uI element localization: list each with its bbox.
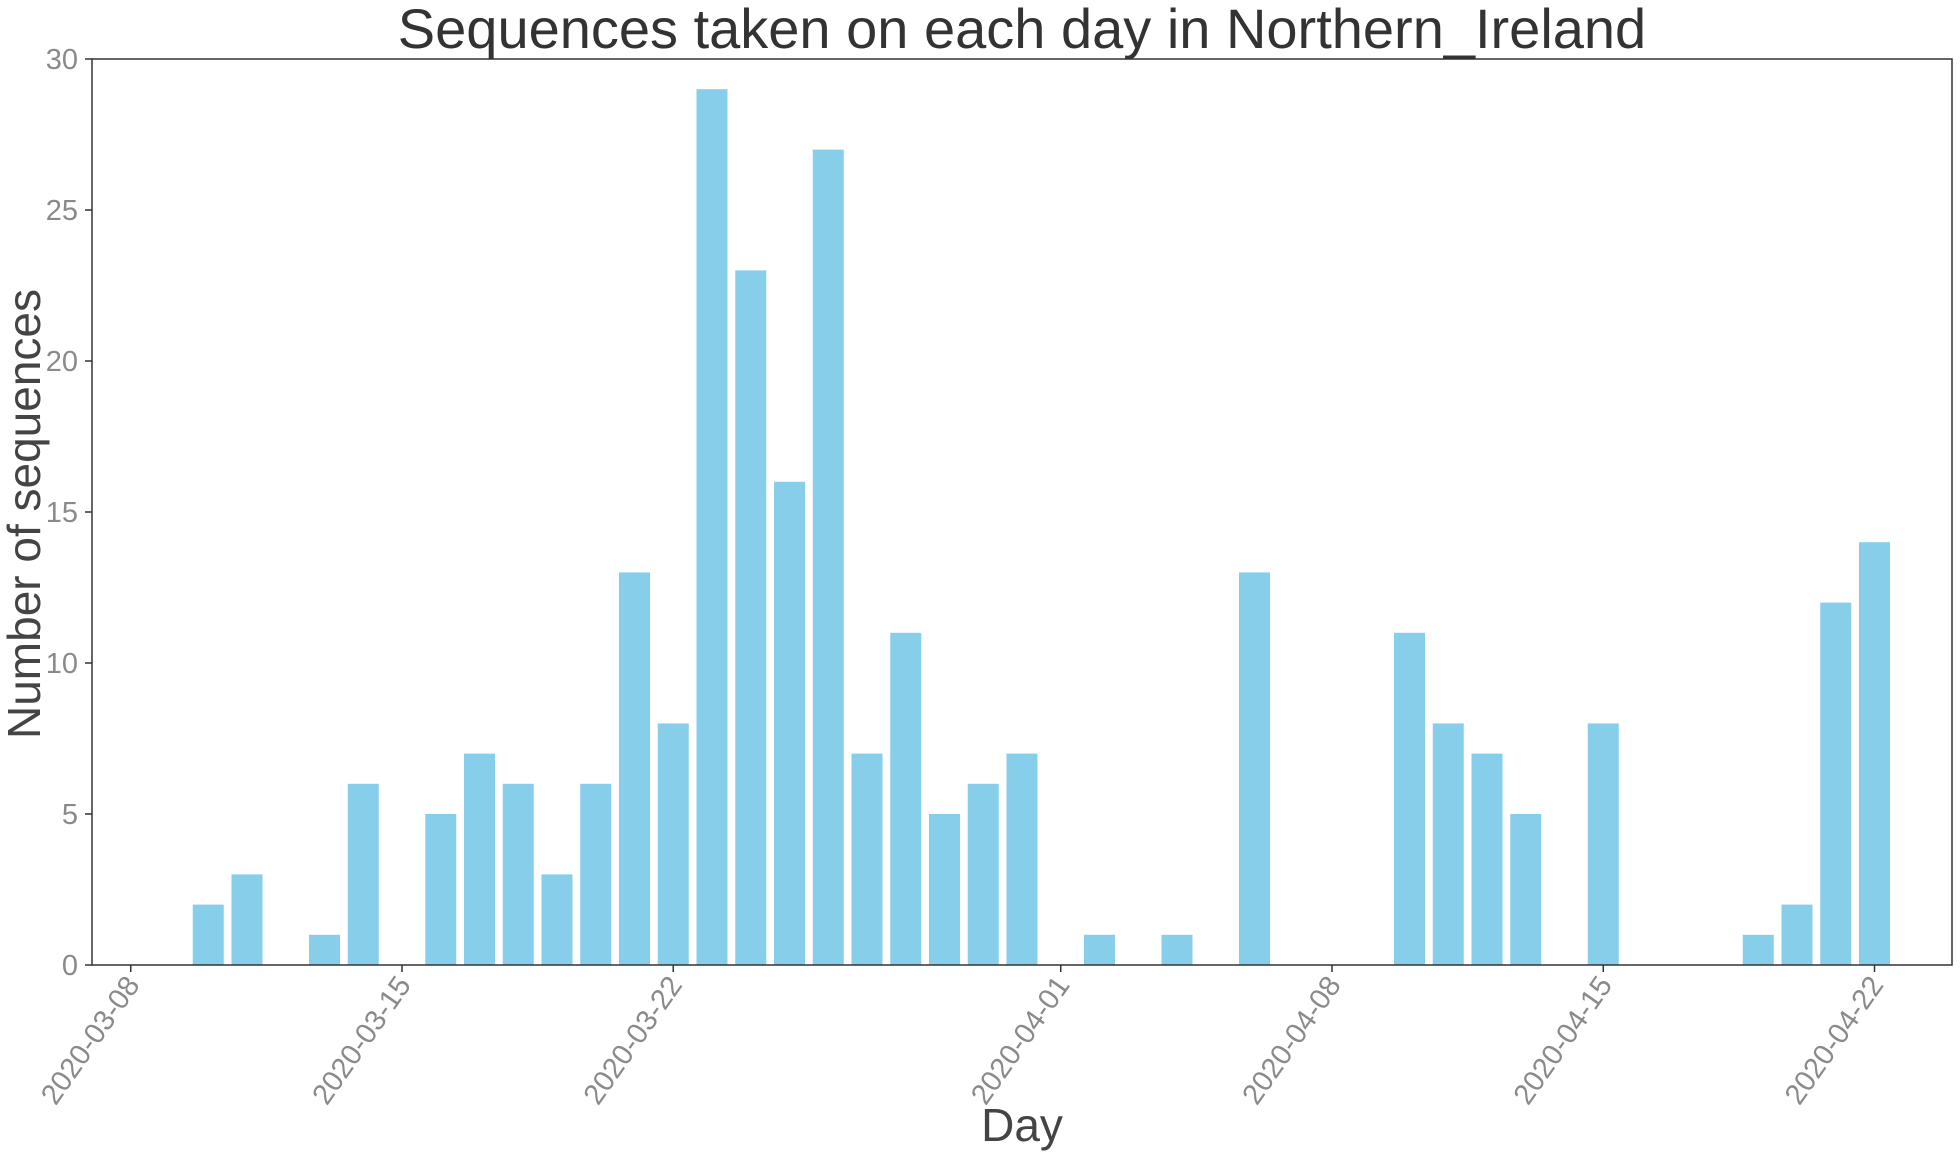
bar-2020-03-11 <box>231 874 263 965</box>
y-tick-label: 20 <box>46 346 78 378</box>
bar-2020-04-06 <box>1239 572 1270 965</box>
bar-2020-03-17 <box>464 753 495 965</box>
bar-2020-03-25 <box>774 481 805 965</box>
chart-title: Sequences taken on each day in Northern_… <box>398 0 1646 60</box>
x-axis: 2020-03-08 2020-03-15 2020-03-22 2020-04-01… <box>35 965 1890 1111</box>
plot-frame <box>91 58 1953 966</box>
bar-2020-04-13 <box>1510 814 1542 965</box>
bar-2020-04-20 <box>1781 904 1813 965</box>
x-tick-label: 2020-03-15 <box>306 971 417 1111</box>
bar-2020-03-10 <box>192 904 224 965</box>
bar-2020-03-22 <box>657 723 689 965</box>
x-tick-label: 2020-03-08 <box>35 971 146 1111</box>
bar-2020-03-21 <box>619 572 650 965</box>
y-tick-label: 15 <box>46 497 78 529</box>
x-tick-label: 2020-03-22 <box>578 971 689 1111</box>
bar-2020-04-21 <box>1820 602 1852 965</box>
bar-2020-04-02 <box>1084 934 1115 965</box>
bar-2020-03-23 <box>696 89 728 965</box>
bar-2020-03-24 <box>735 270 767 965</box>
bar-2020-04-22 <box>1859 542 1890 965</box>
y-axis-label: Number of sequences <box>0 289 50 739</box>
bar-2020-03-26 <box>812 149 844 966</box>
y-axis: 0 5 10 15 20 25 30 <box>46 44 92 982</box>
bar-2020-03-20 <box>580 783 612 965</box>
x-tick-label: 2020-04-15 <box>1508 971 1619 1111</box>
y-tick-label: 10 <box>46 648 78 680</box>
bar-2020-04-04 <box>1161 934 1193 965</box>
x-tick-label: 2020-04-08 <box>1236 971 1347 1111</box>
y-tick-label: 30 <box>46 44 78 76</box>
bar-2020-04-19 <box>1742 934 1774 965</box>
y-tick-label: 25 <box>46 195 78 227</box>
y-tick-label: 0 <box>62 950 78 982</box>
bar-2020-03-18 <box>502 783 534 965</box>
x-axis-label: Day <box>981 1099 1063 1151</box>
bar-2020-04-12 <box>1471 753 1503 965</box>
bar-2020-04-10 <box>1394 632 1425 965</box>
bar-2020-03-28 <box>890 632 922 965</box>
bar-2020-03-31 <box>1006 753 1038 965</box>
bar-2020-03-27 <box>851 753 883 965</box>
bar-2020-03-19 <box>541 874 573 965</box>
bar-2020-03-13 <box>309 934 340 965</box>
x-tick-label: 2020-04-22 <box>1779 971 1890 1111</box>
bar-2020-04-11 <box>1432 723 1464 965</box>
bar-2020-03-14 <box>347 783 379 965</box>
bar-2020-03-30 <box>967 783 999 965</box>
bars-group <box>192 89 1890 966</box>
x-tick-label: 2020-04-01 <box>965 971 1076 1111</box>
bar-2020-04-15 <box>1587 723 1619 965</box>
bar-2020-03-16 <box>425 814 457 965</box>
y-tick-label: 5 <box>62 799 78 831</box>
bar-2020-03-29 <box>929 814 960 965</box>
